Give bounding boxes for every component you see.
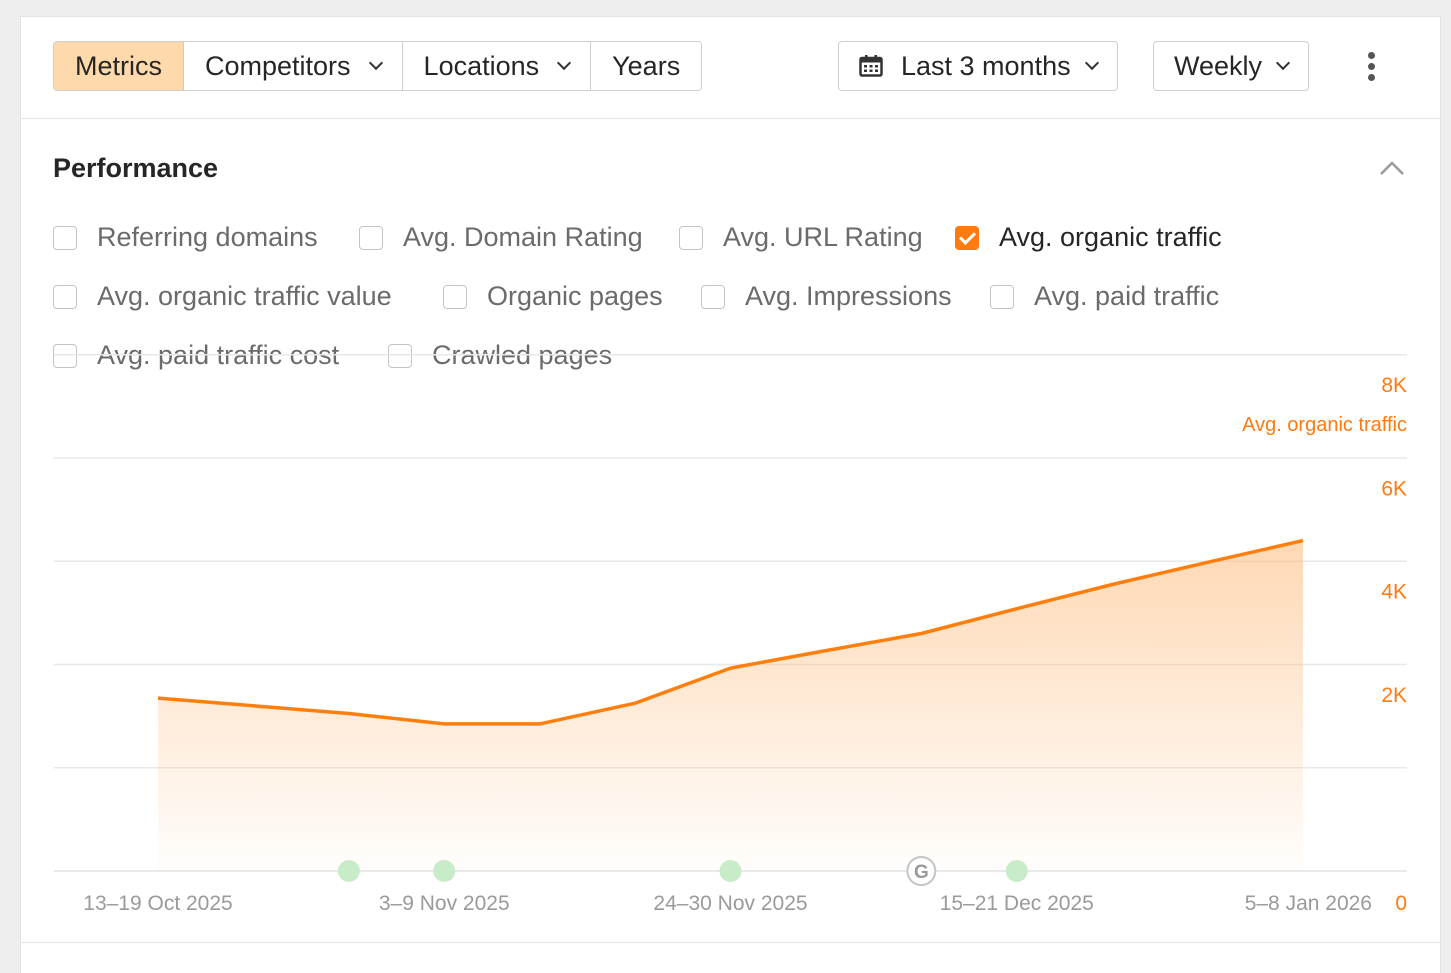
tab-competitors[interactable]: Competitors (184, 42, 403, 90)
x-tick-label: 13–19 Oct 2025 (83, 892, 232, 915)
metric-label: Referring domains (97, 222, 318, 252)
view-segmented-control: Metrics Competitors Locations Years (53, 41, 703, 91)
series-area (158, 540, 1303, 871)
metric-avg-url-rating[interactable]: Avg. URL Rating (679, 222, 923, 253)
performance-card: Metrics Competitors Locations Years Last… (20, 16, 1441, 973)
tab-label: Competitors (205, 50, 351, 81)
y-tick-label: 4K (1381, 581, 1407, 604)
metric-label: Avg. Impressions (745, 281, 952, 311)
checkbox[interactable] (359, 225, 383, 250)
chevron-up-icon[interactable] (1377, 157, 1407, 181)
metric-label: Organic pages (487, 281, 663, 311)
tab-metrics[interactable]: Metrics (54, 42, 184, 90)
x-tick-label: 3–9 Nov 2025 (379, 892, 510, 915)
metric-avg-organic-traffic[interactable]: Avg. organic traffic (955, 222, 1222, 253)
tab-locations[interactable]: Locations (402, 42, 592, 90)
metric-avg-organic-traffic-value[interactable]: Avg. organic traffic value (53, 281, 392, 312)
x-tick-label: 15–21 Dec 2025 (940, 892, 1094, 915)
metric-label: Avg. organic traffic value (97, 281, 392, 311)
tab-years[interactable]: Years (591, 42, 702, 90)
section-title: Performance (53, 153, 219, 183)
checkbox[interactable] (990, 284, 1014, 309)
calendar-icon (859, 55, 883, 77)
google-update-label: G (914, 862, 929, 883)
date-range-label: Last 3 months (901, 50, 1071, 81)
checkbox-checked[interactable] (955, 225, 979, 250)
date-range-dropdown[interactable]: Last 3 months (838, 41, 1118, 91)
tab-label: Metrics (75, 50, 162, 81)
metric-avg-paid-traffic[interactable]: Avg. paid traffic (990, 281, 1219, 312)
event-marker-dot[interactable] (1005, 860, 1028, 882)
series-line (157, 538, 1304, 726)
checkbox[interactable] (53, 225, 77, 250)
y-tick-label: 2K (1381, 684, 1407, 707)
metric-label: Avg. URL Rating (723, 222, 923, 252)
event-marker-dot[interactable] (719, 860, 742, 882)
traffic-chart: G 0 2K 4K 6K 8K 13–19 Oct 2025 3–9 Nov 2025 24… (54, 354, 1407, 915)
checkbox[interactable] (53, 284, 77, 309)
toolbar: Metrics Competitors Locations Years Last… (21, 17, 1440, 119)
metric-avg-domain-rating[interactable]: Avg. Domain Rating (359, 222, 643, 253)
google-update-icon[interactable] (906, 856, 937, 886)
event-marker-dot[interactable] (337, 860, 360, 882)
interval-label: Weekly (1174, 50, 1263, 81)
metric-label: Avg. Domain Rating (403, 222, 643, 252)
metric-label: Avg. paid traffic (1034, 281, 1220, 311)
checkbox[interactable] (443, 284, 467, 309)
y-tick-label: 6K (1381, 477, 1407, 500)
tab-label: Locations (423, 50, 540, 81)
y-tick-label: 0 (1395, 892, 1407, 915)
more-vertical-icon[interactable] (1360, 51, 1384, 83)
y-tick-label: 8K (1381, 374, 1407, 397)
metric-organic-pages[interactable]: Organic pages (443, 281, 663, 312)
event-marker-dot[interactable] (433, 860, 456, 882)
y-axis-label: Avg. organic traffic (1242, 414, 1407, 436)
metric-referring-domains[interactable]: Referring domains (53, 222, 318, 253)
metric-label: Avg. organic traffic (999, 222, 1222, 252)
divider (21, 942, 1440, 943)
interval-dropdown[interactable]: Weekly (1153, 41, 1310, 91)
x-tick-label: 24–30 Nov 2025 (653, 892, 807, 915)
metric-avg-impressions[interactable]: Avg. Impressions (701, 281, 952, 312)
tab-label: Years (612, 50, 681, 81)
x-tick-label: 5–8 Jan 2026 (1245, 892, 1372, 915)
checkbox[interactable] (679, 225, 703, 250)
checkbox[interactable] (701, 284, 725, 309)
